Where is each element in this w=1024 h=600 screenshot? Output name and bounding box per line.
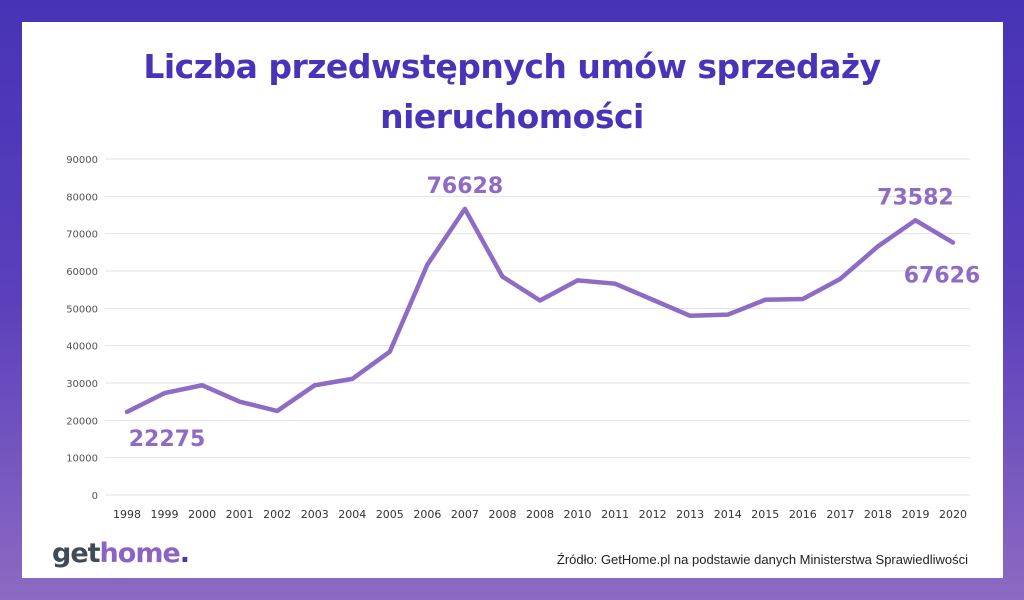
- gethome-logo: gethome.: [52, 538, 190, 569]
- x-tick-label: 2005: [376, 508, 404, 521]
- x-tick-label: 2016: [789, 508, 817, 521]
- x-tick-label: 2003: [301, 508, 329, 521]
- y-tick-label: 80000: [66, 192, 98, 203]
- title-line-1: Liczba przedwstępnych umów sprzedaży: [143, 47, 881, 86]
- y-tick-label: 0: [92, 491, 98, 502]
- y-tick-label: 60000: [66, 267, 98, 278]
- x-tick-label: 2006: [413, 508, 441, 521]
- x-tick-label: 2011: [601, 508, 629, 521]
- source-note: Źródło: GetHome.pl na podstawie danych M…: [556, 552, 968, 567]
- data-label: 76628: [427, 174, 504, 199]
- x-tick-label: 2001: [226, 508, 254, 521]
- x-tick-label: 1998: [113, 508, 141, 521]
- x-tick-label: 2014: [714, 508, 742, 521]
- x-tick-label: 2004: [338, 508, 366, 521]
- x-tick-label: 2019: [901, 508, 929, 521]
- x-tick-label: 1999: [151, 508, 179, 521]
- x-tick-label: 2002: [263, 508, 291, 521]
- x-tick-label: 2008: [526, 508, 554, 521]
- y-tick-label: 10000: [66, 454, 98, 465]
- data-label: 73582: [877, 185, 954, 210]
- series-line: [124, 206, 956, 415]
- data-label: 67626: [904, 264, 981, 289]
- x-tick-label: 2012: [639, 508, 667, 521]
- y-tick-label: 50000: [66, 304, 98, 315]
- y-tick-label: 20000: [66, 416, 98, 427]
- x-tick-label: 2020: [939, 508, 967, 521]
- y-tick-label: 30000: [66, 379, 98, 390]
- chart-card: [22, 22, 1003, 578]
- y-tick-label: 40000: [66, 342, 98, 353]
- x-tick-label: 2000: [188, 508, 216, 521]
- chart-title: Liczba przedwstępnych umów sprzedaży nie…: [0, 42, 1024, 142]
- x-tick-label: 2018: [864, 508, 892, 521]
- x-tick-label: 2015: [751, 508, 779, 521]
- x-tick-label: 2017: [826, 508, 854, 521]
- x-tick-label: 2008: [488, 508, 516, 521]
- x-tick-label: 2007: [451, 508, 479, 521]
- y-tick-label: 90000: [66, 155, 98, 166]
- x-tick-label: 2013: [676, 508, 704, 521]
- y-tick-label: 70000: [66, 230, 98, 241]
- title-line-2: nieruchomości: [380, 97, 644, 136]
- x-tick-label: 2010: [564, 508, 592, 521]
- data-label: 22275: [129, 427, 206, 452]
